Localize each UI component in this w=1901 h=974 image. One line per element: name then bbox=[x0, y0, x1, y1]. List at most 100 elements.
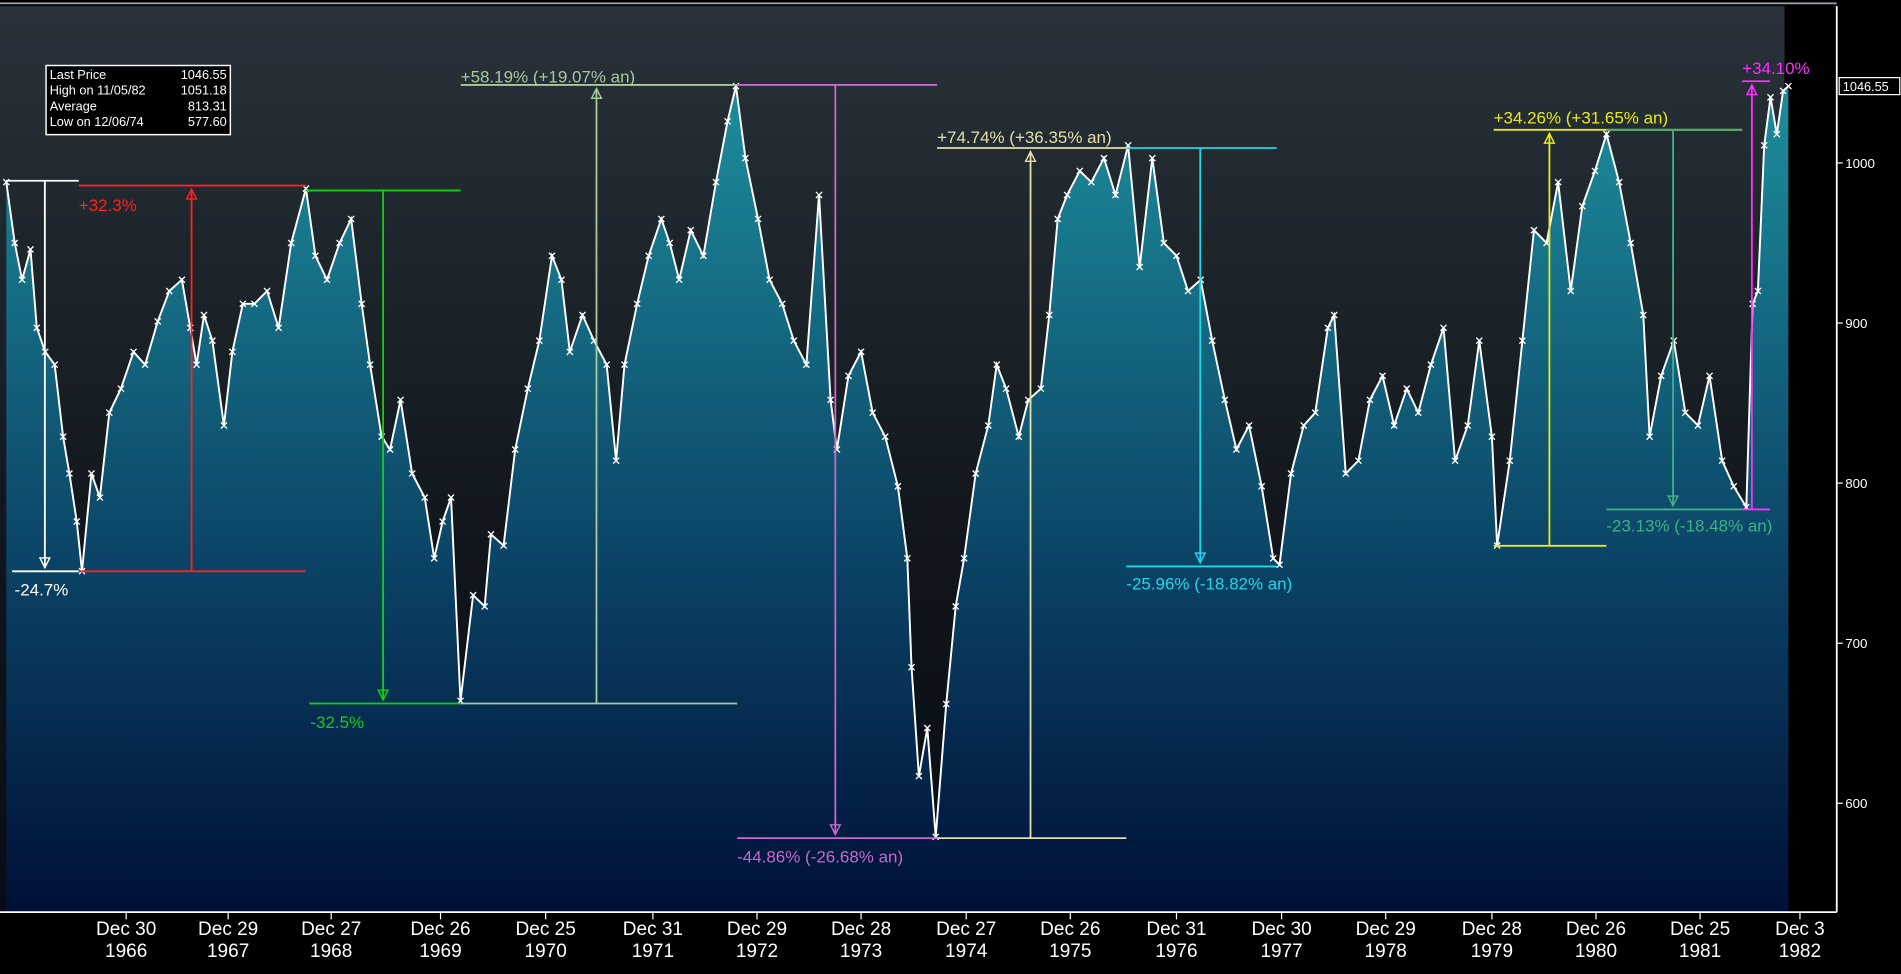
point-marker bbox=[1330, 311, 1338, 319]
point-marker bbox=[154, 317, 162, 325]
point-marker bbox=[1379, 372, 1387, 380]
point-marker bbox=[1287, 470, 1295, 478]
point-marker bbox=[11, 239, 19, 247]
point-marker bbox=[117, 385, 125, 393]
point-marker bbox=[165, 287, 173, 295]
point-marker bbox=[857, 348, 865, 356]
x-tick-label: Dec 27 1968 bbox=[301, 919, 362, 963]
point-marker bbox=[1112, 191, 1120, 199]
point-marker bbox=[275, 324, 283, 332]
point-marker bbox=[1615, 178, 1623, 186]
point-marker bbox=[915, 772, 923, 780]
point-marker bbox=[1208, 337, 1216, 345]
point-marker bbox=[952, 602, 960, 610]
point-marker bbox=[578, 311, 586, 319]
point-marker bbox=[1451, 457, 1459, 465]
point-marker bbox=[1578, 202, 1586, 210]
point-marker bbox=[87, 470, 95, 478]
point-marker bbox=[18, 276, 26, 284]
point-marker bbox=[1754, 287, 1762, 295]
point-marker bbox=[1591, 167, 1599, 175]
point-marker bbox=[1767, 93, 1775, 101]
point-marker bbox=[535, 337, 543, 345]
point-marker bbox=[984, 421, 992, 429]
x-tick-label: Dec 29 1978 bbox=[1355, 919, 1416, 963]
point-marker bbox=[1760, 141, 1768, 149]
x-tick-label: Dec 31 1976 bbox=[1146, 919, 1207, 963]
point-marker bbox=[1076, 167, 1084, 175]
point-marker bbox=[1414, 409, 1422, 417]
measure-label: +32.3% bbox=[79, 196, 137, 215]
point-marker bbox=[263, 287, 271, 295]
point-marker bbox=[1366, 396, 1374, 404]
measure-arrow bbox=[1543, 131, 1556, 144]
y-tick-label: 800 bbox=[1845, 476, 1867, 491]
x-tick-label: Dec 3 1982 bbox=[1775, 919, 1825, 963]
x-tick-label: Dec 28 1973 bbox=[830, 919, 892, 963]
point-marker bbox=[1100, 154, 1108, 162]
point-marker bbox=[311, 252, 319, 260]
x-tick-label: Dec 31 1971 bbox=[622, 919, 683, 963]
point-marker bbox=[815, 191, 823, 199]
point-marker bbox=[141, 361, 149, 369]
point-marker bbox=[894, 482, 902, 490]
point-marker bbox=[1518, 337, 1526, 345]
point-marker bbox=[827, 396, 835, 404]
point-marker bbox=[712, 178, 720, 186]
point-marker bbox=[1390, 421, 1398, 429]
measure-arrow bbox=[1194, 552, 1207, 565]
point-marker bbox=[1602, 130, 1610, 138]
point-marker bbox=[633, 300, 641, 308]
frame-top bbox=[0, 2, 1837, 5]
point-marker bbox=[1646, 433, 1654, 441]
point-marker bbox=[881, 433, 889, 441]
point-marker bbox=[239, 300, 247, 308]
measure-label: -32.5% bbox=[310, 713, 364, 732]
y-tick-label: 700 bbox=[1845, 636, 1867, 651]
point-marker bbox=[1245, 421, 1253, 429]
point-marker bbox=[1730, 482, 1738, 490]
point-marker bbox=[430, 554, 438, 562]
point-marker bbox=[1300, 421, 1308, 429]
point-marker bbox=[1172, 252, 1180, 260]
right-blank bbox=[1784, 6, 1837, 913]
point-marker bbox=[960, 554, 968, 562]
point-marker bbox=[208, 337, 216, 345]
point-marker bbox=[1718, 457, 1726, 465]
x-tick-label: Dec 30 1977 bbox=[1251, 919, 1312, 963]
point-marker bbox=[1440, 324, 1448, 332]
point-marker bbox=[908, 663, 916, 671]
point-marker bbox=[612, 457, 620, 465]
y-tick-label: 1000 bbox=[1845, 156, 1875, 171]
point-marker bbox=[766, 276, 774, 284]
point-marker bbox=[603, 361, 611, 369]
point-marker bbox=[699, 252, 707, 260]
point-marker bbox=[421, 494, 429, 502]
point-marker bbox=[33, 324, 41, 332]
point-marker bbox=[972, 470, 980, 478]
point-marker bbox=[1221, 396, 1229, 404]
measure-arrow bbox=[38, 557, 51, 570]
measure-label: -23.13% (-18.48% an) bbox=[1606, 516, 1772, 535]
point-marker bbox=[1694, 421, 1702, 429]
point-marker bbox=[469, 591, 477, 599]
point-marker bbox=[336, 239, 344, 247]
measure-arrow bbox=[1667, 495, 1680, 508]
point-marker bbox=[447, 494, 455, 502]
point-marker bbox=[105, 409, 113, 417]
point-marker bbox=[869, 409, 877, 417]
point-marker bbox=[1657, 372, 1665, 380]
point-marker bbox=[1488, 433, 1496, 441]
measure-arrow bbox=[1024, 149, 1037, 163]
point-marker bbox=[386, 445, 394, 454]
point-marker bbox=[250, 300, 258, 308]
point-marker bbox=[1184, 287, 1192, 295]
point-marker bbox=[1045, 311, 1053, 319]
point-marker bbox=[754, 215, 762, 223]
measure-label: -25.96% (-18.82% an) bbox=[1126, 574, 1292, 593]
point-marker bbox=[524, 385, 532, 393]
point-marker bbox=[844, 372, 852, 380]
point-marker bbox=[220, 421, 228, 429]
point-marker bbox=[1427, 361, 1435, 369]
